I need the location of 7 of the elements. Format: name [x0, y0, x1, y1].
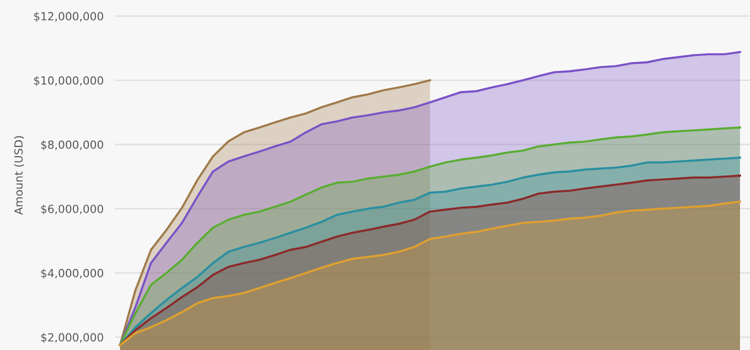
- y-tick-label: $10,000,000: [34, 76, 104, 86]
- y-axis-title: Amount (USD): [14, 136, 24, 215]
- y-tick-label: $6,000,000: [41, 204, 104, 215]
- y-tick-label: $8,000,000: [41, 140, 104, 150]
- y-tick-label: $2,000,000: [41, 332, 104, 344]
- y-tick-label: $4,000,000: [41, 268, 104, 279]
- y-tick-label: $12,000,000: [34, 12, 104, 22]
